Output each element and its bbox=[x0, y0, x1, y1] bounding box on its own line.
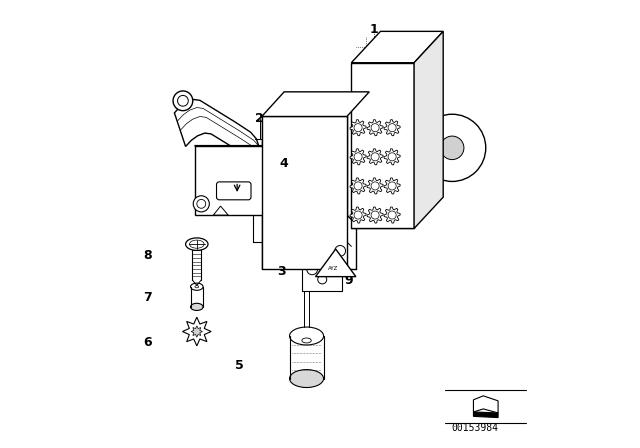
Text: 4: 4 bbox=[280, 157, 289, 170]
Polygon shape bbox=[474, 412, 498, 418]
Ellipse shape bbox=[289, 327, 324, 345]
Polygon shape bbox=[316, 249, 356, 276]
Polygon shape bbox=[280, 146, 305, 231]
Polygon shape bbox=[367, 149, 383, 165]
Bar bbox=[302, 258, 342, 291]
Circle shape bbox=[354, 211, 362, 219]
Polygon shape bbox=[182, 317, 211, 346]
Circle shape bbox=[177, 95, 188, 106]
Circle shape bbox=[197, 199, 205, 208]
Text: 00153984: 00153984 bbox=[451, 423, 498, 433]
Polygon shape bbox=[414, 31, 443, 228]
Polygon shape bbox=[367, 207, 383, 223]
Ellipse shape bbox=[195, 286, 198, 288]
Circle shape bbox=[371, 211, 379, 219]
Polygon shape bbox=[350, 149, 366, 165]
Circle shape bbox=[440, 136, 464, 159]
Circle shape bbox=[419, 114, 486, 181]
Circle shape bbox=[193, 196, 209, 212]
Polygon shape bbox=[384, 207, 400, 223]
Ellipse shape bbox=[279, 259, 289, 265]
Text: 8: 8 bbox=[143, 249, 152, 262]
Text: 1: 1 bbox=[369, 22, 378, 36]
Circle shape bbox=[371, 153, 379, 161]
Circle shape bbox=[388, 211, 396, 219]
Text: 3: 3 bbox=[278, 264, 286, 278]
Ellipse shape bbox=[279, 250, 289, 256]
Polygon shape bbox=[191, 326, 202, 337]
Ellipse shape bbox=[186, 238, 208, 250]
Polygon shape bbox=[367, 178, 383, 194]
Ellipse shape bbox=[289, 370, 324, 388]
Polygon shape bbox=[474, 396, 498, 413]
Polygon shape bbox=[384, 178, 400, 194]
Circle shape bbox=[388, 124, 396, 132]
Circle shape bbox=[371, 124, 379, 132]
FancyBboxPatch shape bbox=[216, 182, 251, 200]
Polygon shape bbox=[213, 206, 228, 215]
Circle shape bbox=[354, 124, 362, 132]
Bar bbox=[351, 63, 414, 228]
Text: 7: 7 bbox=[143, 291, 152, 305]
Text: 9: 9 bbox=[345, 273, 353, 287]
Circle shape bbox=[173, 91, 193, 111]
Polygon shape bbox=[350, 178, 366, 194]
Circle shape bbox=[354, 153, 362, 161]
Circle shape bbox=[371, 182, 379, 190]
Circle shape bbox=[388, 182, 396, 190]
Text: 6: 6 bbox=[143, 336, 152, 349]
Bar bbox=[195, 146, 280, 215]
Circle shape bbox=[327, 264, 338, 275]
Polygon shape bbox=[384, 149, 400, 165]
Polygon shape bbox=[262, 92, 369, 116]
Text: AYZ: AYZ bbox=[328, 266, 339, 271]
Circle shape bbox=[388, 153, 396, 161]
Polygon shape bbox=[350, 120, 366, 136]
Polygon shape bbox=[384, 120, 400, 136]
Polygon shape bbox=[174, 99, 268, 172]
Circle shape bbox=[307, 264, 317, 275]
Polygon shape bbox=[351, 31, 443, 63]
Circle shape bbox=[354, 182, 362, 190]
Text: 2: 2 bbox=[255, 112, 264, 125]
Ellipse shape bbox=[191, 283, 203, 290]
Circle shape bbox=[317, 275, 327, 284]
Polygon shape bbox=[350, 207, 366, 223]
Ellipse shape bbox=[191, 303, 203, 310]
Bar bbox=[262, 116, 347, 269]
Ellipse shape bbox=[302, 338, 311, 343]
Circle shape bbox=[335, 246, 346, 256]
Polygon shape bbox=[367, 120, 383, 136]
Polygon shape bbox=[195, 146, 305, 161]
Text: 5: 5 bbox=[235, 358, 244, 372]
